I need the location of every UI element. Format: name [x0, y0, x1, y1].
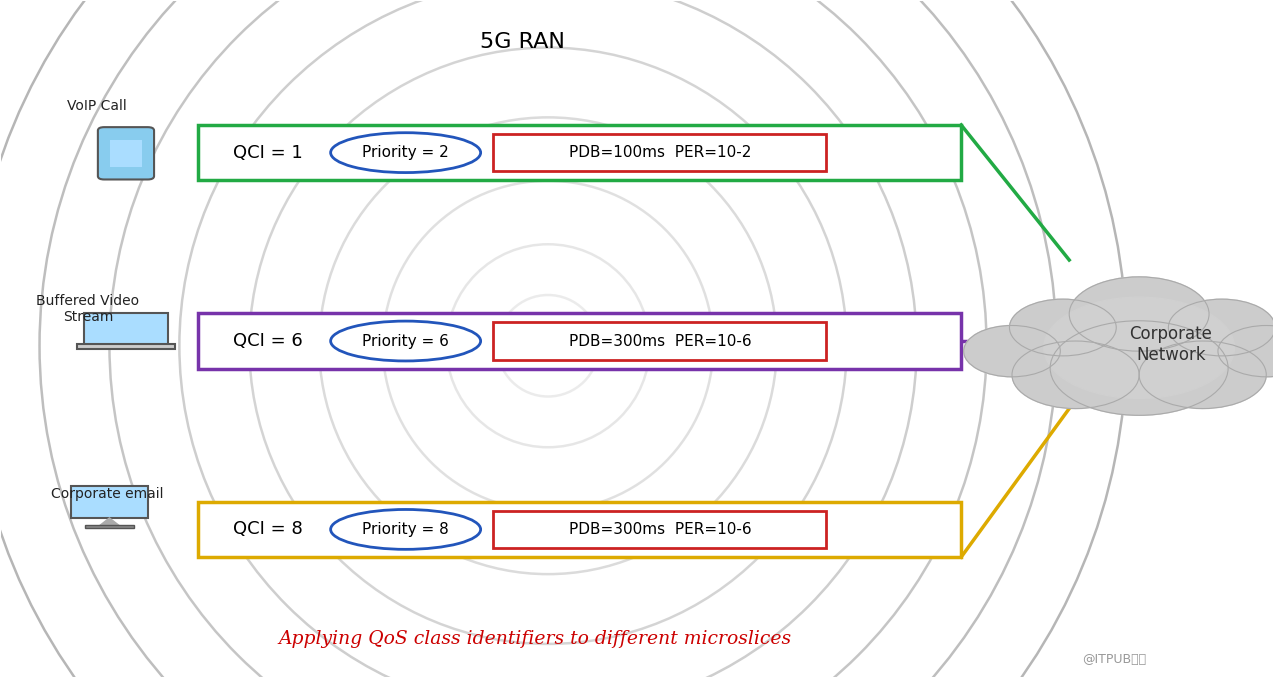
Text: Priority = 2: Priority = 2 — [362, 145, 448, 160]
FancyBboxPatch shape — [199, 125, 961, 180]
FancyBboxPatch shape — [493, 134, 827, 172]
FancyBboxPatch shape — [76, 344, 175, 349]
FancyBboxPatch shape — [199, 313, 961, 369]
Circle shape — [1050, 321, 1228, 416]
Text: @ITPUB博客: @ITPUB博客 — [1082, 653, 1145, 666]
Text: Buffered Video
Stream: Buffered Video Stream — [36, 294, 139, 323]
Text: PDB=300ms  PER=10-6: PDB=300ms PER=10-6 — [568, 522, 752, 537]
Text: Corporate
Network: Corporate Network — [1130, 325, 1213, 364]
FancyBboxPatch shape — [85, 525, 134, 528]
FancyBboxPatch shape — [493, 322, 827, 360]
Text: QCI = 8: QCI = 8 — [233, 521, 303, 538]
Circle shape — [1043, 297, 1235, 399]
Circle shape — [1218, 325, 1274, 377]
Text: Priority = 6: Priority = 6 — [362, 334, 448, 348]
FancyBboxPatch shape — [71, 486, 148, 518]
Text: Corporate email: Corporate email — [51, 487, 163, 501]
Circle shape — [963, 325, 1060, 377]
Text: 5G RAN: 5G RAN — [480, 32, 566, 52]
FancyBboxPatch shape — [98, 127, 154, 180]
Ellipse shape — [331, 509, 480, 549]
Text: QCI = 6: QCI = 6 — [233, 332, 303, 350]
Circle shape — [1012, 341, 1139, 409]
Text: QCI = 1: QCI = 1 — [233, 144, 303, 161]
Text: VoIP Call: VoIP Call — [66, 99, 126, 113]
FancyBboxPatch shape — [110, 140, 141, 167]
Text: PDB=100ms  PER=10-2: PDB=100ms PER=10-2 — [568, 145, 752, 160]
Polygon shape — [99, 518, 120, 526]
Ellipse shape — [331, 133, 480, 173]
Circle shape — [1069, 277, 1209, 351]
Text: PDB=300ms  PER=10-6: PDB=300ms PER=10-6 — [568, 334, 752, 348]
FancyBboxPatch shape — [199, 502, 961, 557]
FancyBboxPatch shape — [84, 313, 168, 344]
Circle shape — [1139, 341, 1266, 409]
Circle shape — [1009, 299, 1116, 356]
Ellipse shape — [331, 321, 480, 361]
Text: Priority = 8: Priority = 8 — [362, 522, 448, 537]
FancyBboxPatch shape — [493, 511, 827, 549]
Text: Applying QoS class identifiers to different microslices: Applying QoS class identifiers to differ… — [279, 631, 792, 648]
Circle shape — [1168, 299, 1274, 356]
